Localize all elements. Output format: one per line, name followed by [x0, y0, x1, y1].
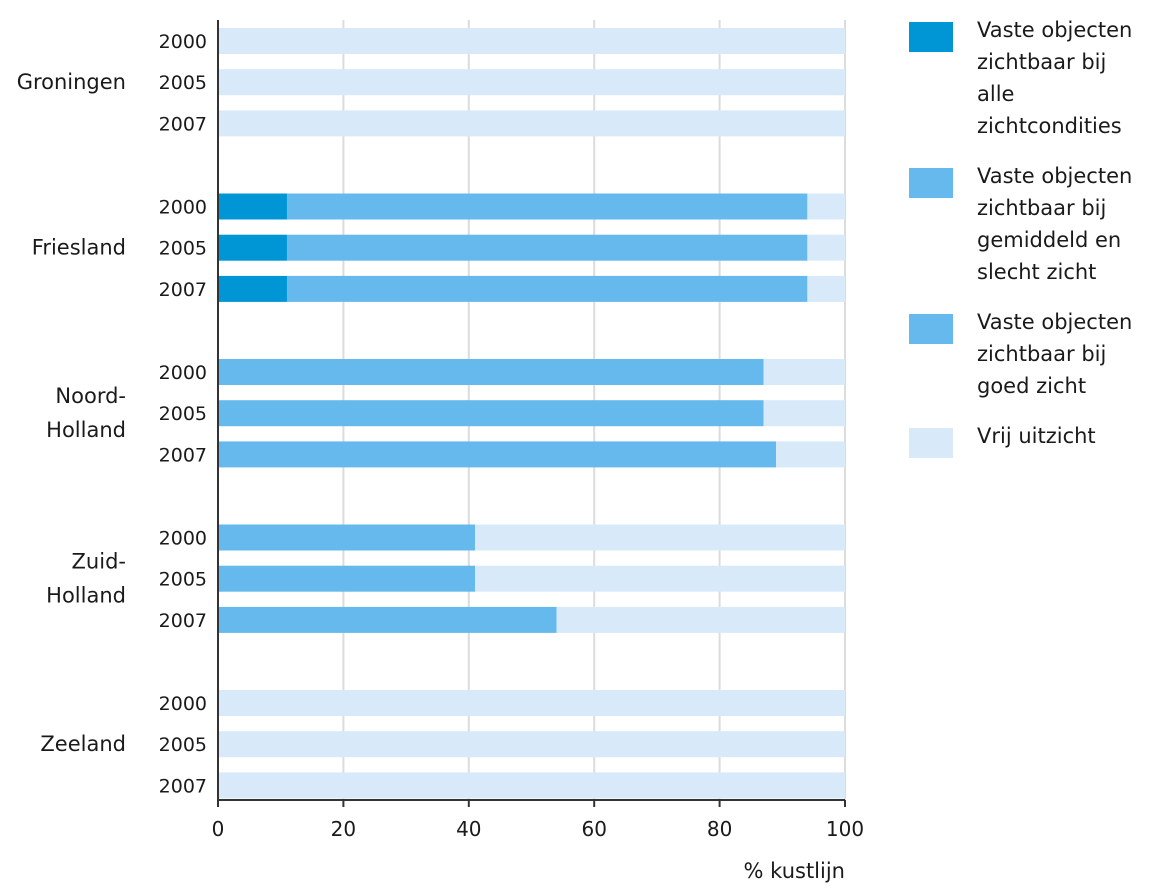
group-label: Zuid-Holland: [46, 550, 126, 608]
bar-segment: [807, 275, 845, 302]
legend-swatch: [909, 314, 953, 344]
legend-label: Vaste objecten zichtbaar bij gemiddeld e…: [977, 164, 1133, 284]
bar-segment: [218, 772, 845, 799]
legend-swatch: [909, 428, 953, 458]
year-label: 2005: [159, 569, 207, 591]
year-label: 2000: [159, 362, 207, 384]
bar-segment: [218, 690, 845, 716]
year-label: 2005: [159, 72, 207, 94]
legend-swatch: [909, 168, 953, 198]
legend-item: Vaste objecten zichtbaar bij gemiddeld e…: [905, 160, 1150, 288]
bar-segment: [218, 193, 287, 220]
bar-segment: [475, 524, 845, 551]
bar-segment: [807, 193, 845, 220]
year-label: 2007: [159, 279, 207, 301]
legend-item: Vaste objecten zichtbaar bij alle zichtc…: [905, 14, 1150, 142]
year-label: 2000: [159, 31, 207, 53]
bar-segment: [556, 606, 845, 633]
year-label: 2007: [159, 113, 207, 135]
bar-segment: [286, 234, 808, 261]
legend-item: Vrij uitzicht: [905, 420, 1150, 458]
legend-label: Vrij uitzicht: [977, 424, 1096, 448]
bar-segment: [218, 69, 845, 96]
year-label: 2005: [159, 734, 207, 756]
x-tick-label: 40: [456, 817, 481, 841]
legend-label: Vaste objecten zichtbaar bij goed zicht: [977, 310, 1133, 398]
bar-segment: [763, 359, 845, 385]
bar-segment: [286, 275, 808, 302]
x-tick-label: 0: [212, 817, 225, 841]
year-label: 2007: [159, 610, 207, 632]
legend-item: Vaste objecten zichtbaar bij goed zicht: [905, 306, 1150, 402]
year-label: 2000: [159, 693, 207, 715]
year-label: 2007: [159, 444, 207, 466]
axes: [217, 20, 846, 807]
group-label: Friesland: [32, 236, 126, 260]
bar-segment: [218, 275, 287, 302]
bar-segment: [475, 565, 845, 592]
bar-segment: [776, 441, 845, 468]
year-label: 2005: [159, 403, 207, 425]
bar-segment: [218, 606, 557, 633]
bars: [218, 28, 845, 799]
bar-segment: [218, 524, 476, 551]
bar-segment: [807, 234, 845, 261]
labels: % kustlijn 0 20 40 60 80 100 2000 2005 2007 Groni…: [17, 31, 864, 883]
bar-segment: [218, 565, 476, 592]
x-axis-title: % kustlijn: [744, 859, 845, 883]
year-label: 2000: [159, 197, 207, 219]
x-tick-label: 60: [581, 817, 606, 841]
bar-segment: [218, 731, 845, 758]
legend-swatch: [909, 22, 953, 52]
x-tick-label: 100: [826, 817, 864, 841]
group-label: Noord-Holland: [46, 384, 126, 442]
bar-segment: [218, 234, 287, 261]
bar-segment: [218, 28, 845, 54]
x-tick-label: 80: [707, 817, 732, 841]
bar-segment: [218, 400, 764, 427]
legend-label: Vaste objecten zichtbaar bij alle zichtc…: [977, 18, 1133, 138]
year-label: 2000: [159, 528, 207, 550]
year-label: 2007: [159, 775, 207, 797]
year-label: 2005: [159, 238, 207, 260]
bar-segment: [763, 400, 845, 427]
bar-segment: [218, 359, 764, 385]
bar-segment: [218, 110, 845, 137]
x-tick-label: 20: [331, 817, 356, 841]
bar-segment: [286, 193, 808, 220]
legend: Vaste objecten zichtbaar bij alle zichtc…: [905, 14, 1150, 470]
group-label: Groningen: [17, 70, 126, 94]
bar-segment: [218, 441, 777, 468]
group-label: Zeeland: [40, 732, 126, 756]
